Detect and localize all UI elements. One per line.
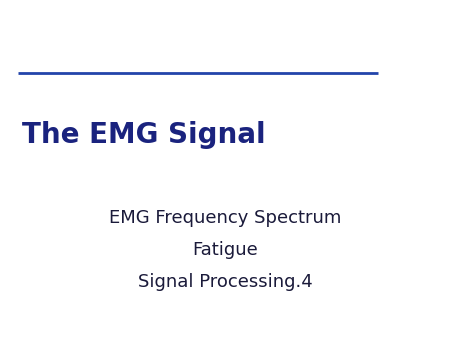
Text: The EMG Signal: The EMG Signal [22, 121, 266, 149]
Text: Fatigue: Fatigue [192, 241, 258, 259]
Text: EMG Frequency Spectrum: EMG Frequency Spectrum [109, 209, 341, 227]
Text: Signal Processing.4: Signal Processing.4 [138, 273, 312, 291]
